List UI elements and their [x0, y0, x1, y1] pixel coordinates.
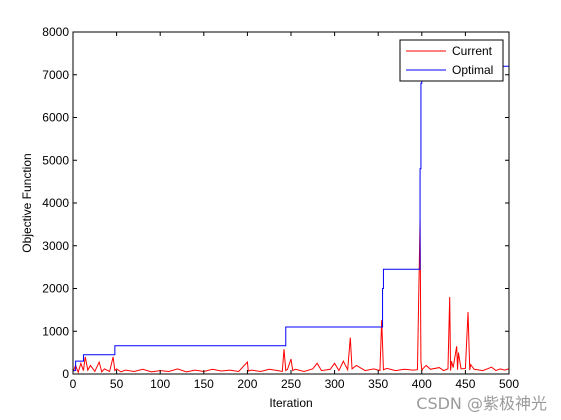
tick-layer: 0 50 100 150 200 250 300 350 400 450 5000100020003… — [42, 25, 519, 391]
x-tick-label: 100 — [150, 377, 170, 391]
x-axis-label: Iteration — [269, 396, 312, 410]
series-line-optimal — [73, 65, 509, 372]
x-tick-label: 0 — [70, 377, 77, 391]
y-axis-label: Objective Function — [20, 153, 34, 252]
legend-label-current: Current — [452, 44, 493, 58]
x-tick-label: 400 — [412, 377, 432, 391]
x-tick-label: 300 — [325, 377, 345, 391]
y-tick-label: 5000 — [42, 153, 69, 167]
legend-box — [399, 39, 504, 82]
y-tick-label: 3000 — [42, 239, 69, 253]
y-tick-label: 1000 — [42, 324, 69, 338]
series-layer — [72, 65, 510, 374]
watermark: CSDN @紫极神光 — [416, 394, 547, 413]
x-tick-label: 50 — [110, 377, 124, 391]
legend-label-optimal: Optimal — [452, 63, 493, 77]
x-tick-label: 450 — [455, 377, 475, 391]
y-tick-label: 6000 — [42, 111, 69, 125]
axes-box — [72, 31, 510, 375]
x-tick-label: 250 — [281, 377, 301, 391]
series-line-current — [72, 220, 510, 374]
legend: Current Optimal — [399, 39, 504, 82]
y-tick-label: 2000 — [42, 282, 69, 296]
x-tick-label: 350 — [368, 377, 388, 391]
x-tick-label: 500 — [499, 377, 519, 391]
y-tick-label: 0 — [62, 367, 69, 381]
y-tick-label: 8000 — [42, 25, 69, 39]
y-tick-label: 7000 — [42, 68, 69, 82]
x-tick-label: 150 — [194, 377, 214, 391]
x-tick-label: 200 — [237, 377, 257, 391]
y-tick-label: 4000 — [42, 196, 69, 210]
